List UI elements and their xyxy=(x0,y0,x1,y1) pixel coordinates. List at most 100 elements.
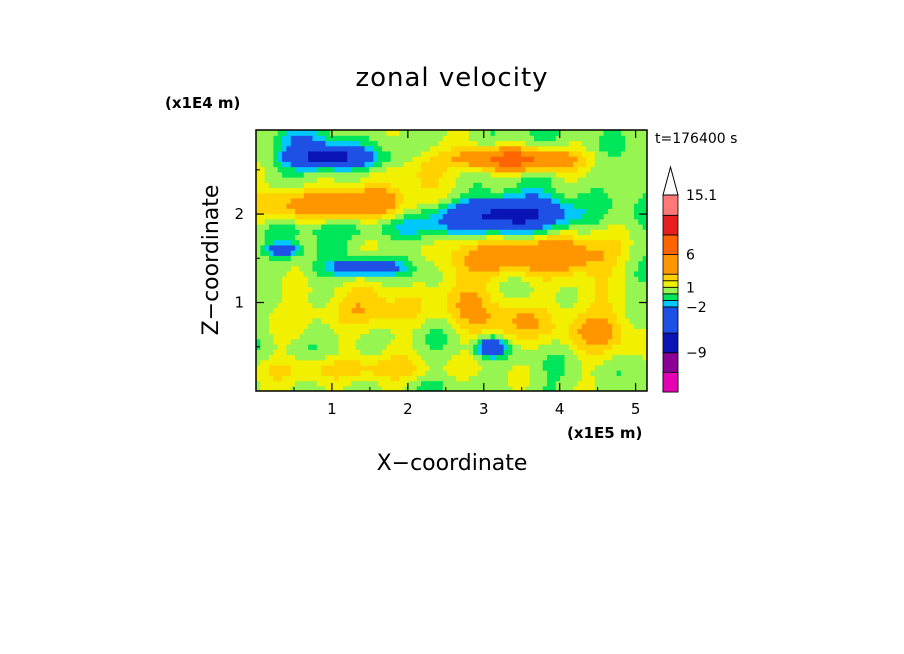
heatmap-cell xyxy=(421,349,427,356)
heatmap-cell xyxy=(269,370,274,376)
heatmap-cell xyxy=(264,197,270,204)
heatmap-cell xyxy=(577,307,583,314)
heatmap-cell xyxy=(494,250,500,256)
heatmap-cell xyxy=(607,213,613,220)
heatmap-cell xyxy=(303,307,309,314)
heatmap-cell xyxy=(581,255,587,262)
heatmap-cell xyxy=(395,323,400,329)
heatmap-cell xyxy=(612,150,618,157)
heatmap-cell xyxy=(282,140,288,147)
heatmap-cell xyxy=(316,250,322,256)
heatmap-cell xyxy=(529,208,535,215)
heatmap-cell xyxy=(564,182,570,189)
heatmap-cell xyxy=(360,218,366,225)
heatmap-cell xyxy=(334,317,340,324)
heatmap-cell xyxy=(364,182,370,189)
heatmap-cell xyxy=(481,297,487,303)
heatmap-cell xyxy=(425,354,431,361)
heatmap-cell xyxy=(477,145,483,152)
heatmap-cell xyxy=(542,176,548,183)
heatmap-cell xyxy=(590,171,596,178)
heatmap-cell xyxy=(503,312,509,319)
heatmap-cell xyxy=(512,197,518,204)
heatmap-cell xyxy=(534,370,539,376)
heatmap-cell xyxy=(581,166,587,173)
heatmap-cell xyxy=(373,265,379,272)
heatmap-cell xyxy=(312,250,318,256)
heatmap-cell xyxy=(368,234,374,241)
heatmap-cell xyxy=(442,380,448,387)
heatmap-cell xyxy=(590,364,596,371)
heatmap-cell xyxy=(525,276,531,282)
heatmap-cell xyxy=(581,270,587,277)
heatmap-cell xyxy=(373,349,379,356)
heatmap-cell xyxy=(547,297,553,303)
heatmap-cell xyxy=(468,380,474,387)
heatmap-cell xyxy=(325,354,331,361)
heatmap-cell xyxy=(347,317,353,324)
heatmap-cell xyxy=(555,302,561,309)
heatmap-cell xyxy=(329,182,335,189)
heatmap-cell xyxy=(486,291,492,298)
heatmap-cell xyxy=(286,260,292,267)
heatmap-cell xyxy=(481,213,487,220)
heatmap-cell xyxy=(464,192,470,199)
heatmap-cell xyxy=(286,297,292,303)
heatmap-cell xyxy=(603,260,609,267)
heatmap-cell xyxy=(299,229,305,235)
heatmap-cell xyxy=(412,302,418,309)
heatmap-cell xyxy=(381,213,387,220)
heatmap-cell xyxy=(633,364,639,371)
heatmap-cell xyxy=(264,255,270,262)
heatmap-cell xyxy=(586,375,592,382)
heatmap-cell xyxy=(408,244,413,251)
heatmap-cell xyxy=(642,150,647,157)
heatmap-cell xyxy=(321,176,327,183)
heatmap-cell xyxy=(529,317,535,324)
heatmap-cell xyxy=(538,364,544,371)
heatmap-cell xyxy=(447,338,453,345)
heatmap-cell xyxy=(373,281,379,288)
heatmap-cell xyxy=(395,213,400,220)
heatmap-cell xyxy=(368,317,374,324)
heatmap-cell xyxy=(451,291,457,298)
heatmap-cell xyxy=(329,302,335,309)
heatmap-cell xyxy=(282,250,288,256)
heatmap-cell xyxy=(538,161,544,168)
heatmap-cell xyxy=(512,323,518,329)
heatmap-cell xyxy=(425,176,431,183)
heatmap-cell xyxy=(529,385,535,391)
heatmap-cell xyxy=(555,213,561,220)
heatmap-cell xyxy=(395,359,400,366)
heatmap-cell xyxy=(525,250,531,256)
heatmap-cell xyxy=(577,297,583,303)
heatmap-cell xyxy=(329,140,335,147)
heatmap-cell xyxy=(386,297,392,303)
heatmap-cell xyxy=(368,130,374,136)
heatmap-cell xyxy=(273,208,279,215)
heatmap-cell xyxy=(316,161,322,168)
heatmap-cell xyxy=(620,197,626,204)
heatmap-cell xyxy=(642,218,647,225)
heatmap-cell xyxy=(473,276,479,282)
heatmap-cell xyxy=(594,328,600,335)
heatmap-cell xyxy=(303,197,309,204)
heatmap-cell xyxy=(603,385,609,391)
heatmap-cell xyxy=(334,203,340,209)
heatmap-cell xyxy=(438,161,444,168)
colorbar-label: −2 xyxy=(686,300,707,316)
heatmap-cell xyxy=(377,255,383,262)
heatmap-cell xyxy=(429,203,435,209)
heatmap-cell xyxy=(360,135,366,142)
heatmap-cell xyxy=(581,297,587,303)
heatmap-cell xyxy=(534,171,539,178)
heatmap-cell xyxy=(490,234,496,241)
heatmap-cell xyxy=(277,187,283,194)
heatmap-cell xyxy=(612,338,618,345)
heatmap-cell xyxy=(503,223,509,230)
heatmap-cell xyxy=(264,176,270,183)
heatmap-cell xyxy=(490,229,496,235)
heatmap-cell xyxy=(299,208,305,215)
heatmap-cell xyxy=(486,385,492,391)
heatmap-cell xyxy=(377,270,383,277)
